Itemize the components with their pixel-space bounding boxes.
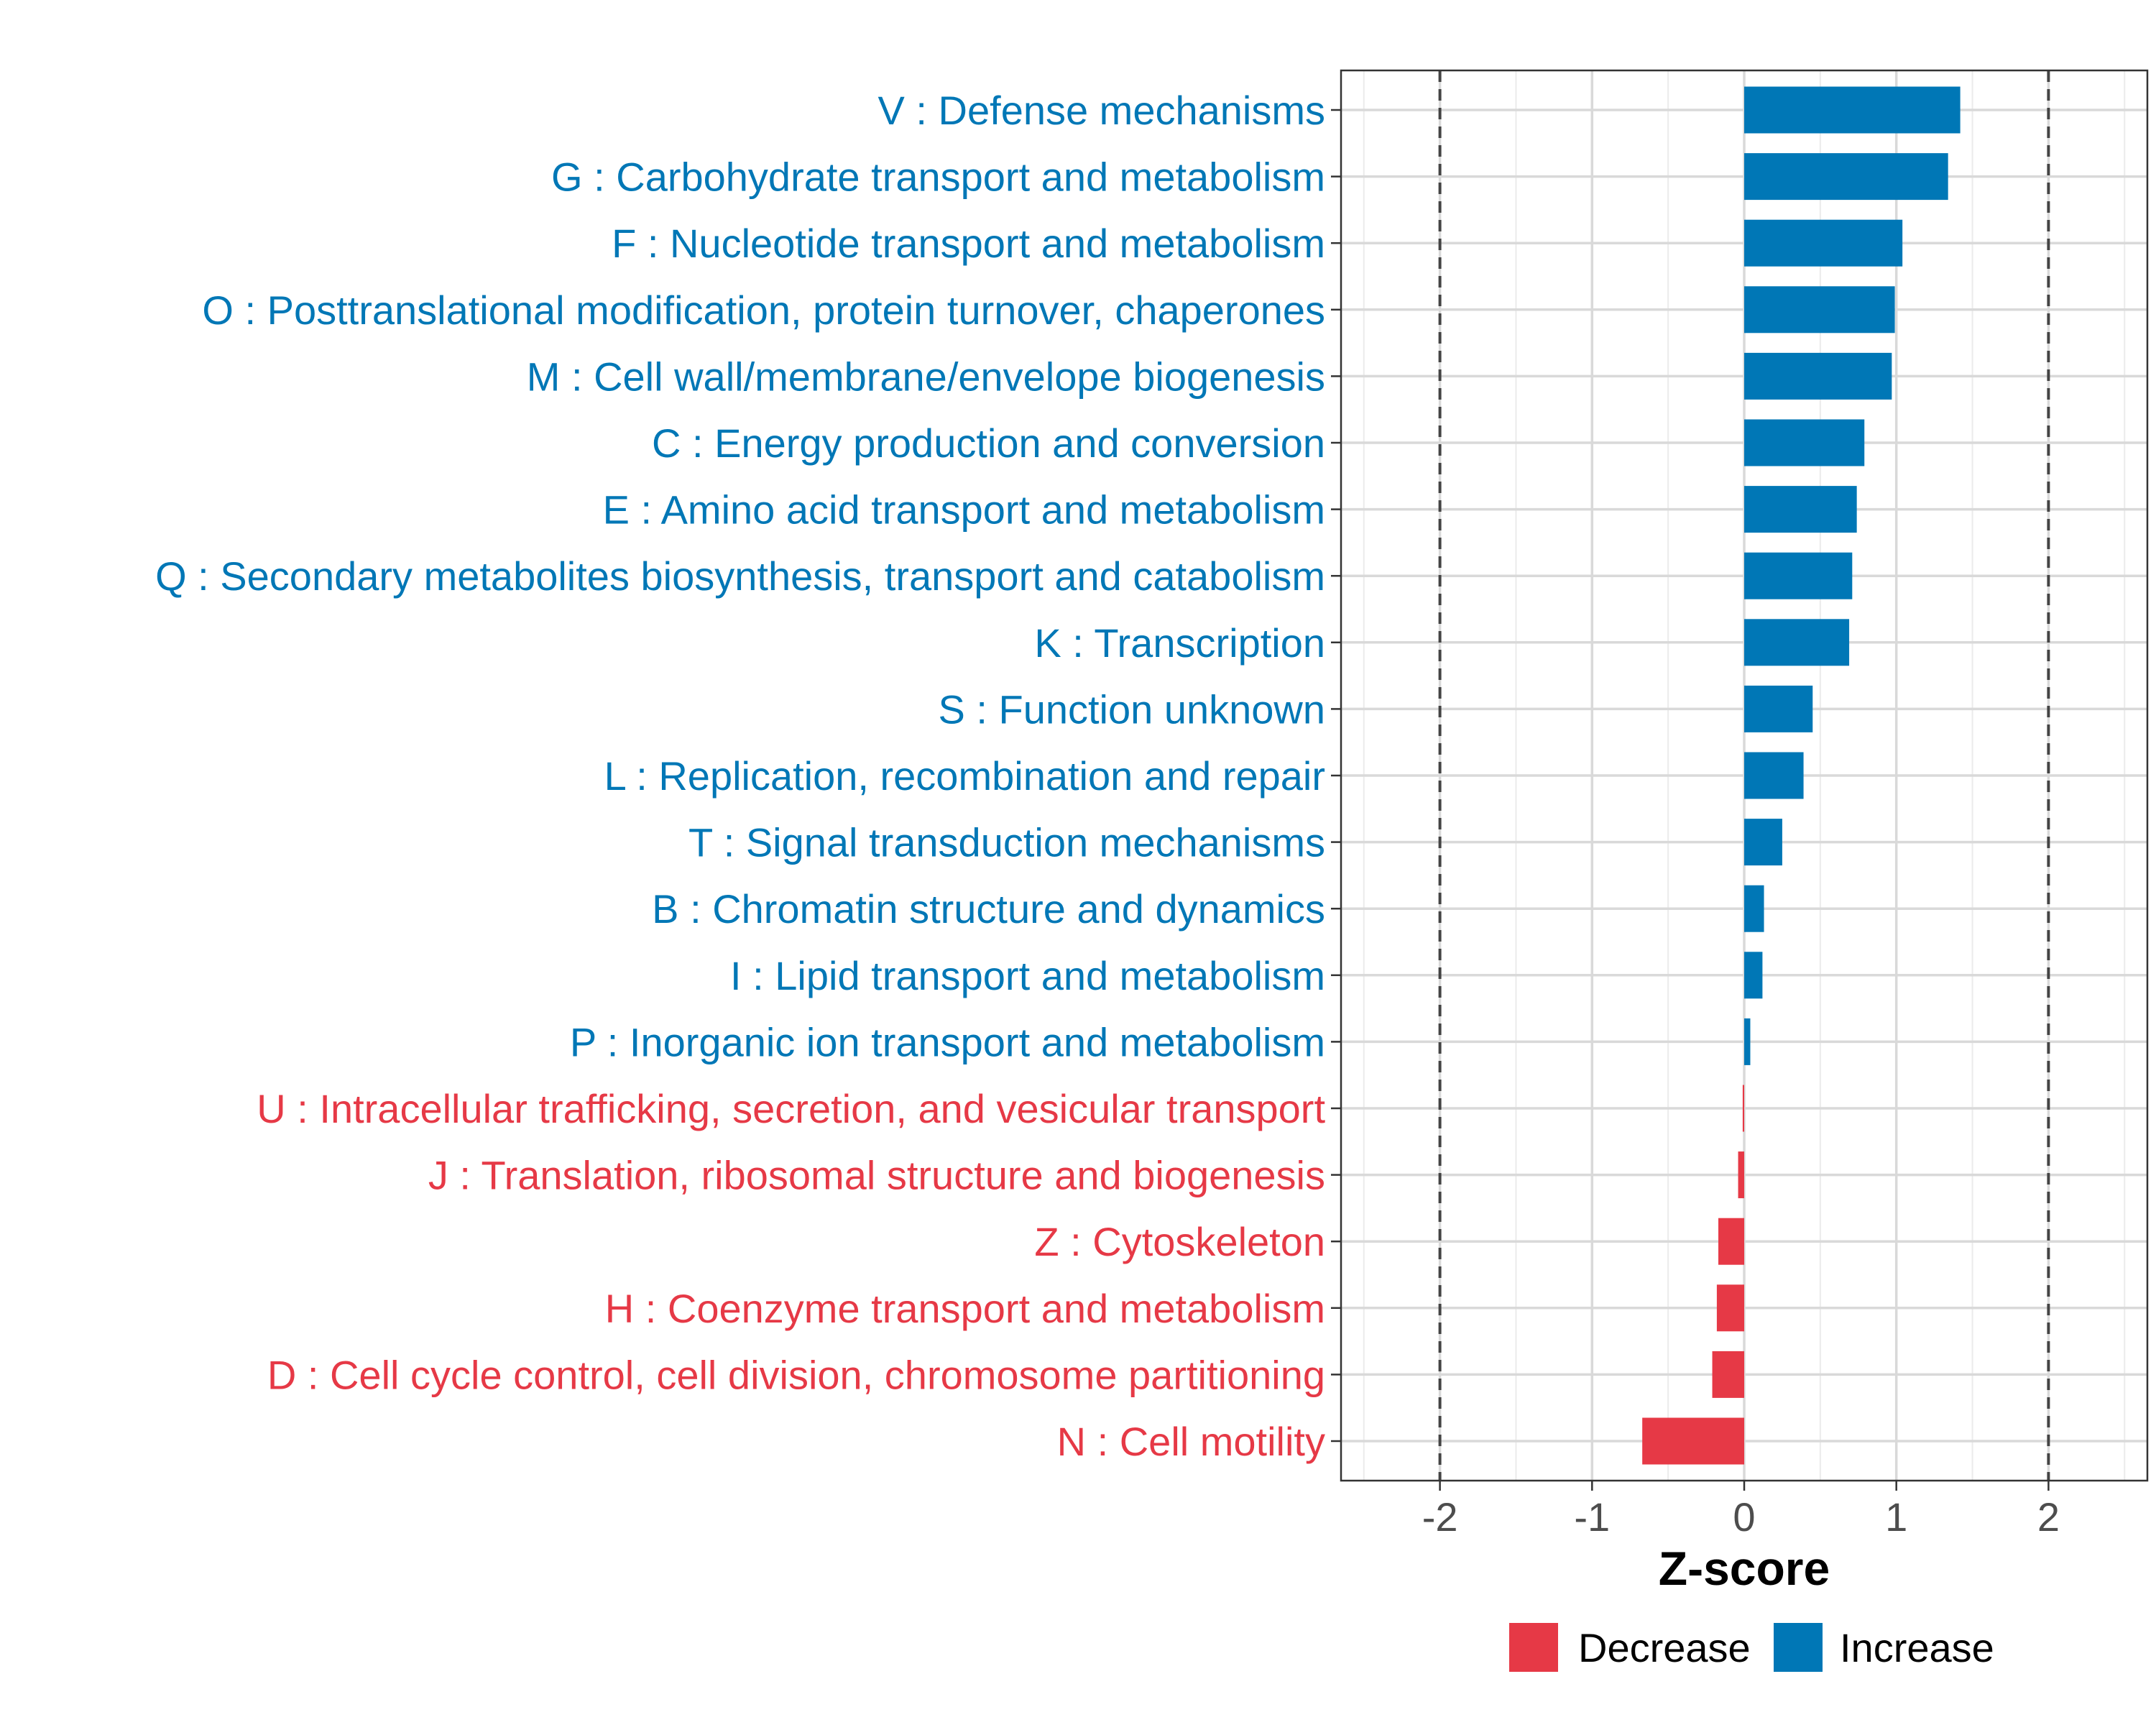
category-label: Q : Secondary metabolites biosynthesis, …: [155, 553, 1325, 599]
legend-label: Increase: [1840, 1625, 1994, 1670]
category-label: K : Transcription: [1034, 620, 1325, 666]
bar: [1744, 153, 1948, 201]
bar: [1738, 1151, 1744, 1199]
category-label: S : Function unknown: [938, 686, 1325, 732]
bar: [1742, 1085, 1744, 1132]
category-label: J : Translation, ribosomal structure and…: [428, 1153, 1325, 1198]
bar: [1744, 86, 1961, 134]
category-label: B : Chromatin structure and dynamics: [652, 886, 1325, 932]
x-tick-label: 1: [1885, 1494, 1907, 1540]
bar: [1744, 752, 1804, 799]
bar: [1744, 885, 1764, 932]
bar: [1718, 1218, 1744, 1265]
x-axis-title: Z-score: [1659, 1542, 1830, 1595]
bar: [1744, 352, 1892, 400]
category-label: D : Cell cycle control, cell division, c…: [267, 1352, 1325, 1397]
bars: [1642, 86, 1961, 1465]
category-label: T : Signal transduction mechanisms: [688, 820, 1325, 865]
category-label: M : Cell wall/membrane/envelope biogenes…: [527, 354, 1325, 399]
category-label: L : Replication, recombination and repai…: [604, 753, 1325, 799]
bar: [1744, 819, 1782, 866]
category-label: C : Energy production and conversion: [652, 420, 1325, 466]
reference-lines: [1438, 70, 2050, 1481]
bar: [1744, 952, 1763, 999]
category-label: V : Defense mechanisms: [878, 88, 1325, 133]
category-label: Z : Cytoskeleton: [1034, 1219, 1325, 1264]
y-axis-ticks: V : Defense mechanisms G : Carbohydrate t…: [155, 88, 1341, 1464]
category-label: H : Coenzyme transport and metabolism: [605, 1286, 1325, 1331]
legend: Decrease Increase: [1509, 1623, 1994, 1672]
category-label: U : Intracellular trafficking, secretion…: [257, 1086, 1325, 1131]
x-tick-label: 2: [2037, 1494, 2060, 1540]
x-tick-label: -2: [1422, 1494, 1458, 1540]
bar: [1716, 1284, 1744, 1332]
legend-swatch: [1509, 1623, 1558, 1672]
category-label: N : Cell motility: [1057, 1419, 1325, 1464]
bar: [1642, 1417, 1744, 1465]
bar: [1744, 552, 1853, 599]
bar: [1712, 1351, 1744, 1398]
x-tick-label: 0: [1733, 1494, 1755, 1540]
x-tick-label: -1: [1574, 1494, 1610, 1540]
category-label: I : Lipid transport and metabolism: [730, 953, 1325, 998]
category-label: E : Amino acid transport and metabolism: [603, 487, 1325, 533]
bar: [1744, 486, 1857, 533]
category-label: G : Carbohydrate transport and metabolis…: [551, 155, 1325, 200]
category-label: O : Posttranslational modification, prot…: [202, 288, 1325, 333]
bar: [1744, 619, 1850, 666]
bar: [1744, 219, 1903, 267]
legend-swatch: [1774, 1623, 1823, 1672]
bar: [1744, 1018, 1751, 1065]
x-axis-ticks: -2 -1 0 1 2: [1422, 1481, 2060, 1540]
category-label: F : Nucleotide transport and metabolism: [612, 221, 1325, 266]
bar: [1744, 419, 1865, 466]
bar: [1744, 685, 1813, 732]
category-label: P : Inorganic ion transport and metaboli…: [570, 1019, 1325, 1064]
bar: [1744, 286, 1895, 334]
legend-label: Decrease: [1578, 1625, 1751, 1670]
